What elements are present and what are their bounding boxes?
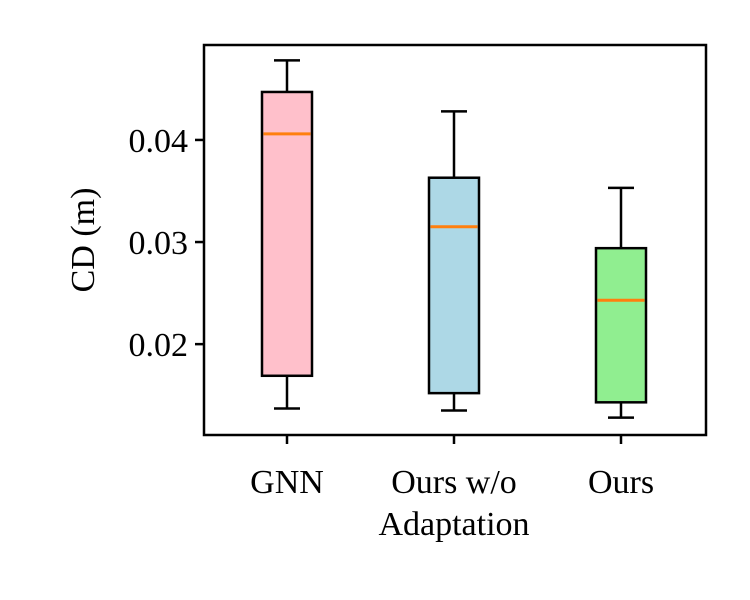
x-tick-label: Adaptation — [378, 506, 529, 543]
x-tick-label: Ours — [588, 464, 654, 501]
iqr-box — [260, 90, 314, 378]
iqr-box — [427, 176, 481, 395]
x-tick-label: GNN — [250, 464, 324, 501]
x-tick-label: Ours w/o — [391, 464, 517, 501]
plot-area — [260, 59, 648, 419]
box-group — [594, 186, 648, 419]
y-tick-label: 0.04 — [129, 123, 189, 160]
iqr-box — [594, 246, 648, 404]
y-axis: 0.02 0.03 0.04 — [129, 123, 204, 364]
y-axis-label: CD (m) — [65, 188, 102, 293]
box-group — [427, 110, 481, 412]
y-tick-label: 0.03 — [129, 225, 189, 262]
box-group — [260, 59, 314, 410]
x-axis: GNN Ours w/o Adaptation Ours — [250, 435, 654, 543]
y-tick-label: 0.02 — [129, 327, 189, 364]
